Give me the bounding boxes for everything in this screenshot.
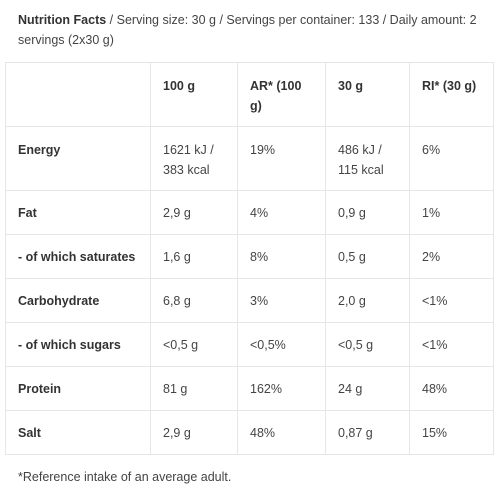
table-row: Carbohydrate 6,8 g 3% 2,0 g <1% <box>5 278 494 323</box>
row-label: Energy <box>5 126 151 191</box>
table-cell: 1% <box>409 190 494 235</box>
column-header: 100 g <box>150 62 238 127</box>
table-row: Protein 81 g 162% 24 g 48% <box>5 366 494 411</box>
nutrition-title: Nutrition Facts <box>18 13 107 27</box>
table-cell: 81 g <box>150 366 238 411</box>
table-cell: 1621 kJ / 383 kcal <box>150 126 238 191</box>
row-label: - of which saturates <box>5 234 151 279</box>
table-cell: 0,87 g <box>325 410 410 455</box>
column-header: AR* (100 g) <box>237 62 326 127</box>
table-cell: 0,9 g <box>325 190 410 235</box>
row-label: Salt <box>5 410 151 455</box>
table-row: Salt 2,9 g 48% 0,87 g 15% <box>5 410 494 455</box>
table-cell: 1,6 g <box>150 234 238 279</box>
nutrition-header: Nutrition Facts / Serving size: 30 g / S… <box>18 10 488 50</box>
table-cell: 486 kJ / 115 kcal <box>325 126 410 191</box>
column-header: 30 g <box>325 62 410 127</box>
table-header-row: 100 g AR* (100 g) 30 g RI* (30 g) <box>5 62 494 127</box>
nutrition-table: 100 g AR* (100 g) 30 g RI* (30 g) Energy… <box>5 62 494 455</box>
table-cell: 162% <box>237 366 326 411</box>
table-cell: <1% <box>409 322 494 367</box>
column-header: RI* (30 g) <box>409 62 494 127</box>
table-row: Energy 1621 kJ / 383 kcal 19% 486 kJ / 1… <box>5 126 494 191</box>
table-cell: <0,5 g <box>150 322 238 367</box>
table-row: Fat 2,9 g 4% 0,9 g 1% <box>5 190 494 235</box>
row-label: Fat <box>5 190 151 235</box>
table-cell: 4% <box>237 190 326 235</box>
table-cell: 6% <box>409 126 494 191</box>
row-label: Protein <box>5 366 151 411</box>
table-cell: <0,5% <box>237 322 326 367</box>
table-cell: <1% <box>409 278 494 323</box>
footnote: *Reference intake of an average adult. <box>18 470 232 484</box>
row-label: - of which sugars <box>5 322 151 367</box>
column-header <box>5 62 151 127</box>
table-cell: 24 g <box>325 366 410 411</box>
table-cell: 2,9 g <box>150 410 238 455</box>
table-cell: 2,0 g <box>325 278 410 323</box>
table-cell: 2% <box>409 234 494 279</box>
table-cell: 48% <box>409 366 494 411</box>
table-cell: 6,8 g <box>150 278 238 323</box>
serving-info: / Serving size: 30 g / Servings per cont… <box>18 13 477 47</box>
table-cell: 0,5 g <box>325 234 410 279</box>
table-cell: 2,9 g <box>150 190 238 235</box>
table-cell: 19% <box>237 126 326 191</box>
table-row: - of which sugars <0,5 g <0,5% <0,5 g <1… <box>5 322 494 367</box>
table-cell: <0,5 g <box>325 322 410 367</box>
table-cell: 3% <box>237 278 326 323</box>
table-cell: 48% <box>237 410 326 455</box>
row-label: Carbohydrate <box>5 278 151 323</box>
table-row: - of which saturates 1,6 g 8% 0,5 g 2% <box>5 234 494 279</box>
table-cell: 15% <box>409 410 494 455</box>
table-cell: 8% <box>237 234 326 279</box>
